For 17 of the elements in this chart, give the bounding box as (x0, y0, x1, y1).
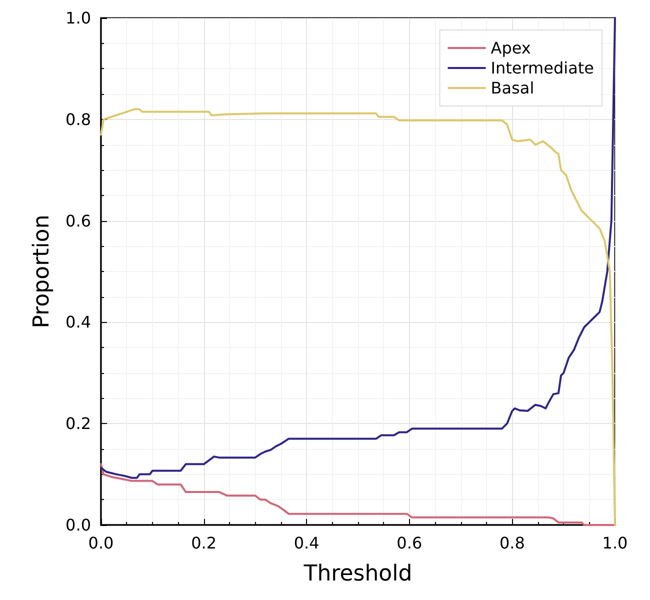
legend-label: Intermediate (490, 58, 594, 78)
x-tick-label: 0.4 (294, 534, 320, 552)
legend-label: Basal (490, 78, 534, 98)
y-tick-label: 0.4 (66, 312, 91, 332)
x-tick-label: 0.2 (191, 534, 217, 552)
x-tick-label: 0.6 (396, 534, 422, 552)
x-tick-label: 1.0 (602, 534, 628, 552)
y-tick-label: 0.2 (66, 414, 91, 434)
legend-label: Apex (490, 38, 531, 58)
x-axis-title: Threshold (302, 562, 412, 586)
x-tick-label: 0.8 (499, 534, 525, 552)
y-tick-label: 0.8 (66, 110, 91, 129)
x-tick-label: 0.0 (88, 534, 114, 552)
y-tick-label: 0.0 (66, 516, 91, 534)
y-tick-label: 0.6 (66, 211, 91, 230)
y-axis-title: Proportion (30, 214, 54, 328)
y-tick-label: 1.0 (66, 8, 91, 28)
